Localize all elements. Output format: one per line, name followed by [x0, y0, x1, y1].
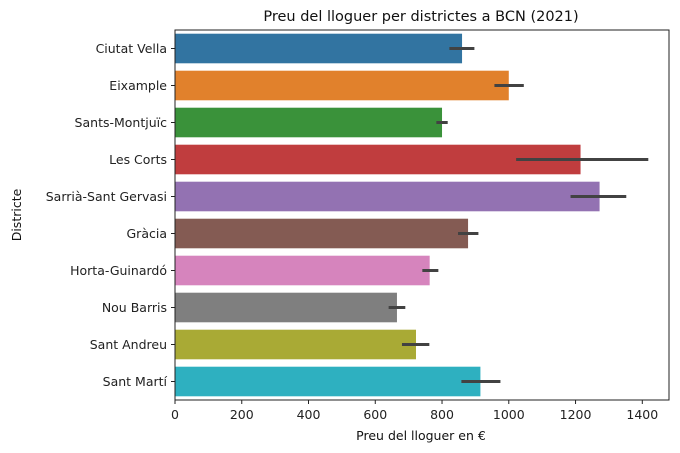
x-tick-label: 1000: [493, 407, 525, 422]
y-tick-label: Ciutat Vella: [96, 41, 167, 56]
chart-title: Preu del lloguer per districtes a BCN (2…: [263, 9, 578, 25]
plot-frame: [174, 29, 670, 401]
x-tick-label: 800: [430, 407, 454, 422]
y-tick-label: Sarrià-Sant Gervasi: [46, 189, 167, 204]
y-axis-label: Districte: [9, 188, 24, 241]
y-tick-label: Gràcia: [127, 226, 168, 241]
x-axis-label: Preu del lloguer en €: [356, 428, 486, 443]
bar-nou-barris: [175, 292, 397, 323]
bar-ciutat-vella: [175, 33, 463, 64]
bars-layer: [175, 33, 600, 397]
y-axis: Ciutat Vella Eixample Sants-Montjuïc Les Co…: [46, 41, 175, 389]
x-tick-label: 0: [171, 407, 179, 422]
x-tick-label: 200: [230, 407, 254, 422]
bar-sant-marti: [175, 366, 481, 397]
x-tick-label: 400: [297, 407, 321, 422]
y-tick-label: Horta-Guinardó: [70, 263, 167, 278]
bar-sarria-sant-gervasi: [175, 181, 600, 212]
x-tick-label: 1400: [626, 407, 658, 422]
x-axis: 0 200 400 600 800 1000 1200 1400: [171, 400, 658, 422]
y-tick-label: Nou Barris: [102, 300, 167, 315]
bar-les-corts: [175, 144, 581, 175]
x-tick-label: 600: [363, 407, 387, 422]
error-bars-layer: [388, 47, 649, 383]
bar-gracia: [175, 218, 469, 249]
x-tick-label: 1200: [560, 407, 592, 422]
y-tick-label: Sant Martí: [103, 374, 168, 389]
y-tick-label: Eixample: [109, 78, 167, 93]
bar-eixample: [175, 70, 509, 101]
y-tick-label: Sants-Montjuïc: [75, 115, 168, 130]
y-tick-label: Les Corts: [109, 152, 167, 167]
y-tick-label: Sant Andreu: [90, 337, 167, 352]
bar-sants-montjuic: [175, 107, 443, 138]
bar-horta-guinardo: [175, 255, 430, 286]
bar-sant-andreu: [175, 329, 416, 360]
